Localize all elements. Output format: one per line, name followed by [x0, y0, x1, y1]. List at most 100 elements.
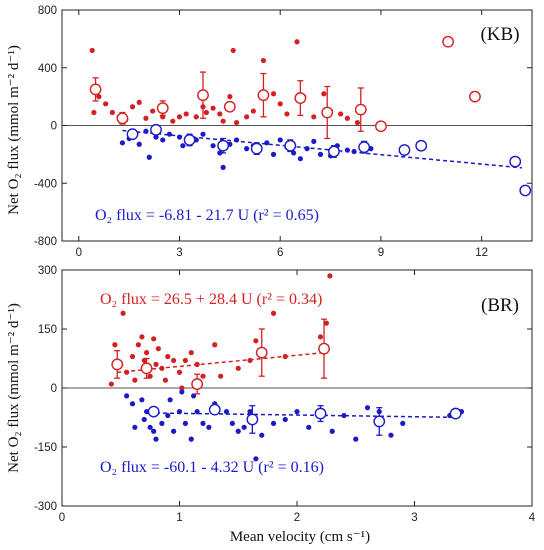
red-data-point — [147, 373, 153, 379]
blue-data-point — [124, 393, 130, 399]
blue-data-point — [182, 420, 188, 426]
red-data-point — [120, 310, 126, 316]
red-data-point — [321, 91, 327, 97]
blue-data-point — [247, 409, 253, 415]
red-data-point — [171, 357, 177, 364]
blue-data-point — [259, 432, 265, 438]
blue-data-point — [311, 138, 317, 144]
red-data-point — [135, 342, 141, 348]
blue-data-point — [329, 428, 335, 434]
blue-data-point — [200, 131, 206, 137]
x-axis-label: Mean velocity (cm s⁻¹) — [230, 529, 370, 545]
red-data-point — [217, 111, 223, 117]
red-data-point — [153, 361, 159, 367]
red-data-point — [354, 120, 361, 126]
blue-mean-point — [398, 144, 411, 156]
panel-kb: 0 3 6 9 12 -800 -400 0 400 800 (KB) O₂ flux = -6.81… — [34, 5, 533, 259]
blue-mean-point — [250, 142, 263, 155]
red-data-point — [176, 369, 183, 375]
blue-data-point — [147, 424, 153, 430]
x-tick-label: 6 — [277, 247, 283, 259]
red-data-point — [129, 353, 136, 360]
blue-mean-point — [183, 134, 196, 146]
blue-data-point — [282, 416, 288, 423]
blue-data-point — [297, 156, 303, 162]
blue-data-point — [220, 164, 226, 170]
red-data-point — [230, 47, 236, 54]
blue-data-point — [179, 389, 185, 395]
red-data-point — [270, 310, 277, 316]
panel-label: (KB) — [480, 24, 519, 45]
blue-fit-line — [155, 412, 456, 419]
y-axis-label-bottom: Net O₂ flux (mmol m⁻² d⁻¹) — [6, 303, 22, 473]
x-tick-label: 12 — [475, 247, 488, 259]
red-data-point — [103, 101, 109, 107]
blue-data-point — [235, 428, 241, 434]
blue-data-point — [210, 143, 216, 149]
red-data-point — [327, 273, 333, 279]
red-data-point — [250, 108, 256, 114]
red-data-point — [183, 111, 189, 117]
blue-mean-point — [147, 405, 160, 418]
red-data-point — [247, 357, 253, 364]
blue-mean-point — [328, 145, 340, 158]
blue-data-point — [400, 420, 406, 426]
red-data-point — [141, 357, 147, 364]
red-mean-point — [191, 378, 204, 390]
blue-data-point — [160, 137, 166, 143]
blue-data-point — [167, 397, 173, 403]
red-data-point — [218, 373, 224, 379]
red-data-point — [144, 350, 150, 356]
red-data-point — [284, 111, 290, 117]
blue-data-point — [223, 409, 230, 415]
blue-mean-point — [373, 415, 386, 428]
red-mean-point — [116, 112, 129, 125]
blue-fit-equation: O₂ flux = -6.81 - 21.7 U (r² = 0.65) — [95, 207, 319, 224]
red-data-point — [129, 104, 136, 110]
red-data-point — [212, 342, 218, 348]
y-axis-label-top: Net O₂ flux (mmol m⁻² d⁻¹) — [6, 45, 22, 215]
blue-mean-point — [126, 128, 139, 141]
blue-data-point — [217, 150, 223, 156]
blue-data-point — [151, 428, 157, 434]
blue-data-point — [229, 420, 235, 426]
blue-data-point — [241, 424, 247, 430]
blue-data-point — [270, 420, 277, 426]
red-data-point — [162, 377, 168, 383]
x-tick-label: 9 — [378, 247, 384, 259]
red-mean-point — [197, 89, 209, 102]
blue-data-point — [153, 436, 159, 442]
red-data-point — [344, 115, 350, 121]
red-data-point — [203, 109, 209, 116]
red-data-point — [244, 114, 250, 120]
blue-data-point — [191, 393, 197, 399]
red-data-point — [233, 120, 240, 126]
red-data-point — [151, 336, 157, 342]
y-tick-label: 0 — [51, 121, 57, 133]
red-data-point — [294, 39, 300, 45]
blue-mean-point — [150, 123, 162, 136]
blue-data-point — [294, 409, 300, 415]
y-tick-label: -300 — [34, 501, 57, 513]
blue-data-point — [153, 134, 159, 140]
red-data-point — [179, 385, 185, 391]
y-tick-label: -800 — [34, 236, 57, 248]
red-mean-point — [223, 100, 236, 113]
blue-data-point — [206, 424, 212, 430]
red-data-point — [182, 357, 188, 364]
y-tick-label: -150 — [34, 442, 57, 454]
blue-data-point — [388, 432, 394, 438]
red-data-point — [210, 105, 216, 111]
panel-label: (BR) — [481, 295, 519, 316]
red-mean-point — [255, 346, 268, 359]
blue-mean-point — [208, 403, 221, 416]
red-data-point — [150, 108, 156, 114]
red-data-point — [109, 109, 115, 116]
x-tick-label: 2 — [294, 512, 300, 524]
blue-data-point — [244, 146, 250, 152]
blue-mean-point — [415, 139, 428, 152]
blue-data-point — [146, 154, 152, 160]
blue-data-point — [264, 140, 270, 146]
x-tick-label: 3 — [411, 512, 417, 524]
